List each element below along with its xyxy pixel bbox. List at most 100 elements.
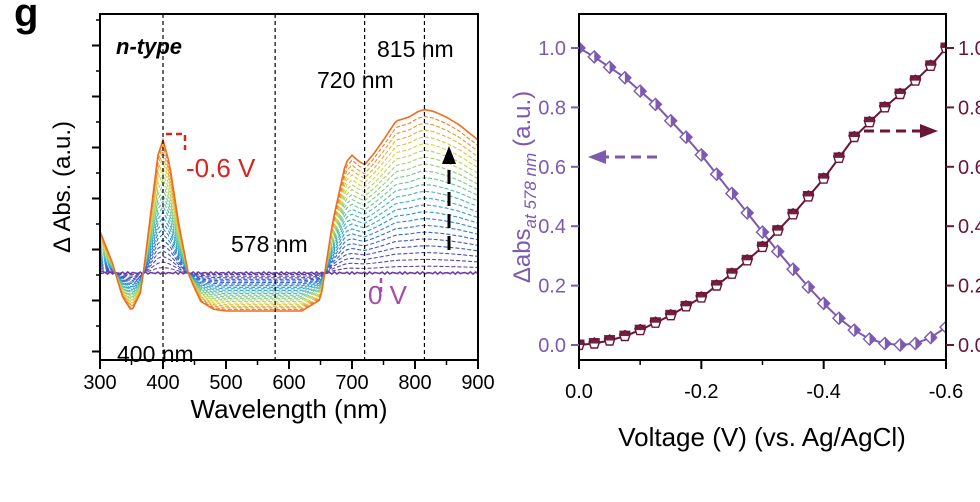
point-left-fill xyxy=(930,331,937,344)
spectra-x-ticks: 300 400 500 600 700 800 900 xyxy=(83,360,495,394)
point-right-fill xyxy=(680,300,692,307)
x-tick-label-400: 400 xyxy=(146,372,179,394)
point-left-fill xyxy=(854,324,861,337)
point-right-fill xyxy=(833,152,845,158)
annotation-815nm: 815 nm xyxy=(377,36,454,62)
annotation-578nm: 578 nm xyxy=(231,231,308,257)
point-right-fill xyxy=(802,191,814,197)
point-left-fill xyxy=(823,297,830,310)
point-left-fill xyxy=(609,61,616,74)
point-right-fill xyxy=(604,335,616,341)
point-left-fill xyxy=(762,226,769,239)
y-left-tick-label-0.8: 0.8 xyxy=(538,97,566,119)
point-right-fill xyxy=(634,324,646,331)
point-right-fill xyxy=(588,338,600,344)
y-left-tick-label-1.0: 1.0 xyxy=(538,38,566,60)
panel-label: g xyxy=(14,0,38,35)
kinetics-plot-frame xyxy=(578,13,947,361)
point-left-fill xyxy=(686,131,693,144)
x-tick-label-500: 500 xyxy=(209,372,242,394)
spectrum-line-13 xyxy=(100,184,478,295)
point-left-fill xyxy=(731,187,738,200)
spectrum-line-19 xyxy=(100,143,478,304)
x-tick-label-900: 900 xyxy=(461,372,494,394)
point-right-fill xyxy=(711,280,723,286)
left-axis-arrow xyxy=(588,150,657,164)
annotation-720nm: 720 nm xyxy=(317,67,394,93)
annotation-0V: 0 V xyxy=(368,280,408,310)
x-tick-label--0.2: -0.2 xyxy=(684,381,718,403)
spectrum-line-8 xyxy=(100,218,478,287)
trend-up-arrow xyxy=(442,146,456,250)
y-right-tick-label-0.2: 0.2 xyxy=(958,276,980,298)
spectrum-line-23 xyxy=(100,115,478,310)
point-right-fill xyxy=(741,254,753,261)
kinetics-x-label: Voltage (V) (vs. Ag/AgCl) xyxy=(618,422,906,452)
point-right-fill xyxy=(925,60,937,66)
x-tick-label-0.0: 0.0 xyxy=(565,381,593,403)
series-line-left xyxy=(579,47,946,347)
point-left-fill xyxy=(793,263,800,276)
point-right-fill xyxy=(757,241,768,247)
spectrum-line-17 xyxy=(100,156,478,301)
minus0.6V-bracket xyxy=(166,132,187,150)
point-left-fill xyxy=(777,245,784,258)
point-left-fill xyxy=(670,114,677,127)
point-right-fill xyxy=(818,173,830,179)
x-tick-label-800: 800 xyxy=(398,372,431,394)
point-left-fill xyxy=(808,281,815,294)
annotation-400nm: 400 nm xyxy=(117,341,194,367)
kinetics-chart: 0.0 -0.2 -0.4 -0.6 0.0 0.2 0.4 0.6 0.8 1.0 0.0 0.2 0… xyxy=(509,13,980,452)
point-left-fill xyxy=(838,312,845,325)
point-left-fill xyxy=(655,98,662,111)
point-left-fill xyxy=(900,339,907,351)
y-right-tick-label-0.6: 0.6 xyxy=(958,157,980,179)
kinetics-ticks: 0.0 -0.2 -0.4 -0.6 0.0 0.2 0.4 0.6 0.8 1.0 0.0 0.2 0… xyxy=(538,38,980,403)
point-right-fill xyxy=(619,330,631,337)
spectrum-line-12 xyxy=(100,190,478,293)
y-left-tick-label-0.0: 0.0 xyxy=(538,335,566,357)
series-line-right xyxy=(579,47,946,346)
point-left-fill xyxy=(716,168,723,181)
point-right-fill xyxy=(695,291,707,298)
point-right-fill xyxy=(879,101,891,108)
point-right-fill xyxy=(894,88,906,95)
point-right-fill xyxy=(726,268,738,274)
y-right-tick-label-0.0: 0.0 xyxy=(958,335,980,357)
spectrum-line-0 xyxy=(100,270,478,276)
point-left-fill xyxy=(701,148,708,161)
y-right-tick-label-0.8: 0.8 xyxy=(958,97,980,119)
point-left-fill xyxy=(915,337,922,350)
x-tick-label--0.6: -0.6 xyxy=(929,381,963,403)
annotation-minus0.6V: -0.6 V xyxy=(186,153,256,183)
x-tick-label-700: 700 xyxy=(335,372,368,394)
point-right-fill xyxy=(787,208,799,215)
spectrum-line-18 xyxy=(100,149,478,303)
point-left-fill xyxy=(594,50,601,63)
point-left-fill xyxy=(640,85,647,98)
point-right-fill xyxy=(909,75,921,81)
x-tick-label-600: 600 xyxy=(272,372,305,394)
point-left-fill xyxy=(869,333,876,346)
spectra-lines xyxy=(100,108,478,312)
point-right-fill xyxy=(848,131,860,138)
spectrum-line-4 xyxy=(100,245,478,280)
point-right-fill xyxy=(772,225,784,231)
point-right-fill xyxy=(665,309,677,316)
y-label-sub: at 578 nm xyxy=(521,153,540,229)
point-right-fill xyxy=(649,317,661,323)
spectrum-line-10 xyxy=(100,204,478,290)
spectra-title: n-type xyxy=(116,34,182,59)
kinetics-y-label-left: Δabsat 578 nm (a.u.) xyxy=(509,91,540,283)
point-left xyxy=(939,320,946,335)
x-tick-label-300: 300 xyxy=(83,372,116,394)
y-right-tick-label-0.4: 0.4 xyxy=(958,216,980,238)
y-label-main: Δabs xyxy=(509,228,536,283)
spectrum-line-22 xyxy=(100,122,478,309)
spectrum-line-9 xyxy=(100,211,478,288)
point-left-fill xyxy=(624,71,631,84)
kinetics-series xyxy=(579,41,946,352)
spectra-chart: 300 400 500 600 700 800 900 n-type Wavelength … xyxy=(49,13,495,424)
y-right-tick-label-1.0: 1.0 xyxy=(958,38,980,60)
